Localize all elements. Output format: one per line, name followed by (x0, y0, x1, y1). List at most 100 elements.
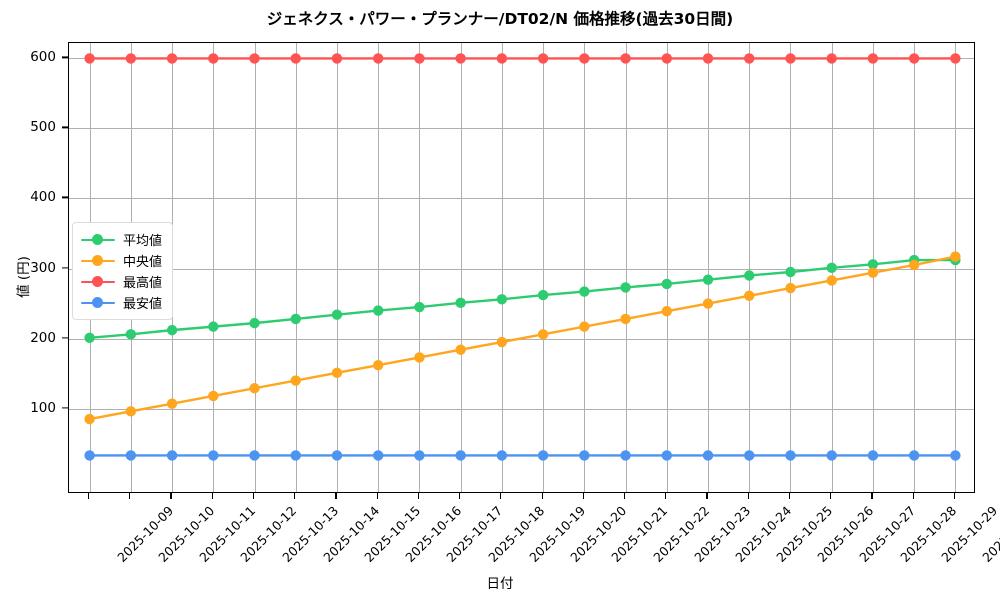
x-tick-mark (88, 493, 90, 499)
gridline-horizontal (69, 268, 974, 270)
gridline-horizontal (69, 128, 974, 130)
y-axis-tick-labels: 100 200 300 400 500 600 (0, 0, 56, 600)
data-point (908, 450, 920, 461)
data-point (744, 290, 755, 302)
y-tick-label: 300 (30, 259, 56, 276)
data-point (331, 309, 343, 320)
data-point (661, 53, 672, 64)
y-tick-mark (62, 56, 68, 58)
data-point (661, 306, 672, 317)
legend-label: 最安値 (123, 297, 163, 312)
data-point (702, 298, 714, 309)
series-2 (84, 251, 961, 425)
series-1 (84, 254, 961, 344)
data-point (785, 450, 796, 461)
gridline-vertical (378, 43, 380, 492)
x-tick-mark (500, 493, 502, 499)
data-point (537, 53, 549, 64)
x-tick-mark (788, 493, 791, 499)
data-point (867, 267, 879, 278)
data-point (785, 282, 796, 294)
data-point (537, 289, 549, 301)
data-point (496, 336, 508, 348)
data-point (537, 329, 549, 340)
x-tick-mark (706, 493, 708, 499)
y-axis-tick-marks (0, 0, 80, 600)
y-axis-label: 値 (円) (16, 256, 32, 298)
data-point (455, 53, 466, 64)
y-tick-mark (62, 196, 68, 199)
data-point (373, 450, 384, 461)
y-tick-label: 200 (30, 329, 56, 346)
data-point (950, 53, 961, 64)
data-point (290, 313, 301, 325)
gridline-vertical (666, 43, 668, 492)
data-point (290, 375, 301, 386)
data-point (702, 450, 714, 461)
data-point (455, 297, 466, 309)
legend-item-4[interactable]: 最安値 (81, 292, 162, 313)
data-point (661, 450, 672, 461)
data-point (249, 53, 260, 64)
data-point (908, 53, 920, 64)
legend-item-2[interactable]: 中央値 (81, 250, 162, 271)
data-point (84, 332, 95, 344)
x-tick-mark (211, 493, 213, 499)
data-point (331, 450, 343, 461)
data-point (579, 450, 590, 461)
data-point (826, 262, 837, 273)
gridline-vertical (625, 43, 627, 492)
gridline-vertical (708, 43, 710, 492)
data-point (208, 390, 219, 402)
y-tick-mark (62, 126, 68, 129)
gridline-vertical (336, 43, 338, 492)
data-point (950, 450, 961, 461)
data-point (373, 53, 384, 64)
plot-area (68, 42, 975, 493)
data-point (620, 450, 631, 461)
data-point (373, 359, 384, 371)
legend-item-1[interactable]: 平均値 (81, 229, 162, 250)
data-point (414, 53, 425, 64)
data-point (331, 367, 343, 379)
x-tick-mark (871, 493, 873, 499)
gridline-horizontal (69, 198, 974, 200)
x-tick-mark (665, 493, 667, 499)
gridline-horizontal (69, 408, 974, 410)
legend-marker-icon (81, 254, 115, 268)
data-point (249, 317, 260, 329)
data-point (290, 53, 301, 64)
x-tick-mark (294, 493, 296, 499)
data-point (166, 324, 178, 336)
data-point (496, 450, 508, 461)
y-tick-mark (62, 336, 68, 339)
data-point (908, 259, 920, 271)
series-4 (84, 450, 961, 461)
data-point (496, 53, 508, 64)
x-tick-mark (912, 493, 914, 499)
legend-label: 平均値 (123, 234, 163, 249)
data-point (867, 53, 879, 64)
data-point (826, 450, 837, 461)
data-point (455, 450, 466, 461)
data-point (84, 450, 95, 461)
legend-item-3[interactable]: 最高値 (81, 271, 162, 292)
data-point (249, 450, 260, 461)
data-point (579, 53, 590, 64)
data-point (702, 53, 714, 64)
data-point (166, 450, 178, 461)
x-tick-mark (459, 493, 461, 499)
data-point (84, 53, 95, 64)
y-tick-label: 500 (30, 119, 56, 136)
x-tick-mark (953, 493, 955, 499)
x-tick-mark (335, 493, 337, 499)
data-point (620, 282, 631, 293)
data-point (84, 413, 95, 425)
x-tick-mark (747, 493, 749, 499)
gridline-vertical (584, 43, 586, 492)
gridline-vertical (213, 43, 215, 492)
data-point (950, 251, 961, 262)
data-point (867, 259, 879, 270)
